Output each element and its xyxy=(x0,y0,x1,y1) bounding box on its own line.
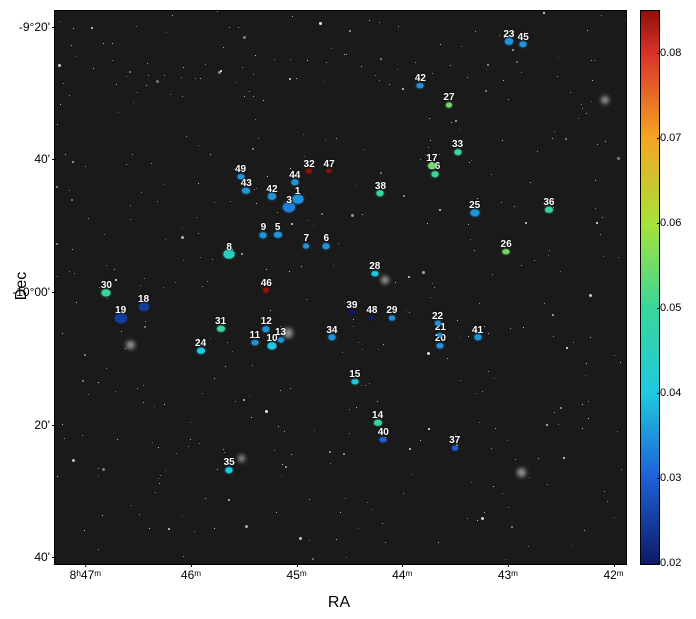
source-label: 15 xyxy=(349,369,360,380)
x-tick: 45ᵐ xyxy=(287,568,307,582)
source-label: 14 xyxy=(372,410,383,421)
source-label: 32 xyxy=(304,159,315,170)
source-label: 8 xyxy=(226,242,232,253)
source-label: 6 xyxy=(323,233,329,244)
source-label: 9 xyxy=(261,222,267,233)
source-label: 7 xyxy=(303,233,309,244)
y-tick: -9°20' xyxy=(6,20,50,34)
source-label: 3 xyxy=(286,195,292,206)
source-label: 44 xyxy=(289,170,300,181)
source-label: 40 xyxy=(378,427,389,438)
x-axis-label: RA xyxy=(328,594,350,612)
source-marker xyxy=(369,316,374,320)
colorbar-tick: 0.08 xyxy=(660,47,681,59)
x-tick: 42ᵐ xyxy=(603,568,623,582)
source-label: 37 xyxy=(449,435,460,446)
source-marker xyxy=(438,333,443,337)
source-label: 25 xyxy=(469,200,480,211)
colorbar-tick: 0.03 xyxy=(660,472,681,484)
source-label: 48 xyxy=(366,305,377,316)
source-label: 33 xyxy=(452,139,463,150)
x-tick: 46ᵐ xyxy=(181,568,201,582)
y-tick: -10°00' xyxy=(6,285,50,299)
source-label: 23 xyxy=(503,29,514,40)
source-label: 41 xyxy=(472,325,483,336)
source-label: 27 xyxy=(443,92,454,103)
x-tick: 8ʰ47ᵐ xyxy=(70,568,102,582)
source-label: 38 xyxy=(375,181,386,192)
source-label: 35 xyxy=(224,457,235,468)
source-label: 49 xyxy=(235,164,246,175)
source-label: 13 xyxy=(275,327,286,338)
figure: 1356789101112131415161718192021222324252… xyxy=(0,0,696,619)
source-label: 42 xyxy=(266,184,277,195)
colorbar xyxy=(640,10,660,565)
source-label: 29 xyxy=(386,305,397,316)
x-tick: 43ᵐ xyxy=(498,568,518,582)
colorbar-tick: 0.05 xyxy=(660,302,681,314)
source-label: 31 xyxy=(215,316,226,327)
source-label: 28 xyxy=(369,261,380,272)
y-tick: 40' xyxy=(6,152,50,166)
colorbar-tick: 0.04 xyxy=(660,387,681,399)
source-label: 42 xyxy=(415,73,426,84)
source-label: 47 xyxy=(324,159,335,170)
star-field xyxy=(55,11,626,564)
source-label: 30 xyxy=(101,280,112,291)
x-tick: 44ᵐ xyxy=(392,568,412,582)
source-label: 22 xyxy=(432,311,443,322)
source-label: 24 xyxy=(195,338,206,349)
source-label: 1 xyxy=(295,186,301,197)
colorbar-tick: 0.06 xyxy=(660,217,681,229)
colorbar-tick: 0.07 xyxy=(660,132,681,144)
source-label: 19 xyxy=(115,305,126,316)
source-label: 12 xyxy=(261,316,272,327)
plot-area: 1356789101112131415161718192021222324252… xyxy=(54,10,627,565)
source-label: 46 xyxy=(261,278,272,289)
source-marker xyxy=(327,169,332,173)
source-label: 5 xyxy=(275,222,281,233)
source-label: 45 xyxy=(518,32,529,43)
source-label: 36 xyxy=(543,197,554,208)
source-label: 43 xyxy=(241,178,252,189)
source-label: 17 xyxy=(426,153,437,164)
source-label: 26 xyxy=(501,239,512,250)
colorbar-tick: 0.02 xyxy=(660,557,681,569)
source-label: 11 xyxy=(250,330,261,341)
source-label: 34 xyxy=(326,325,337,336)
source-label: 18 xyxy=(138,294,149,305)
y-tick: 20' xyxy=(6,418,50,432)
y-tick: 40' xyxy=(6,550,50,564)
source-label: 39 xyxy=(346,300,357,311)
